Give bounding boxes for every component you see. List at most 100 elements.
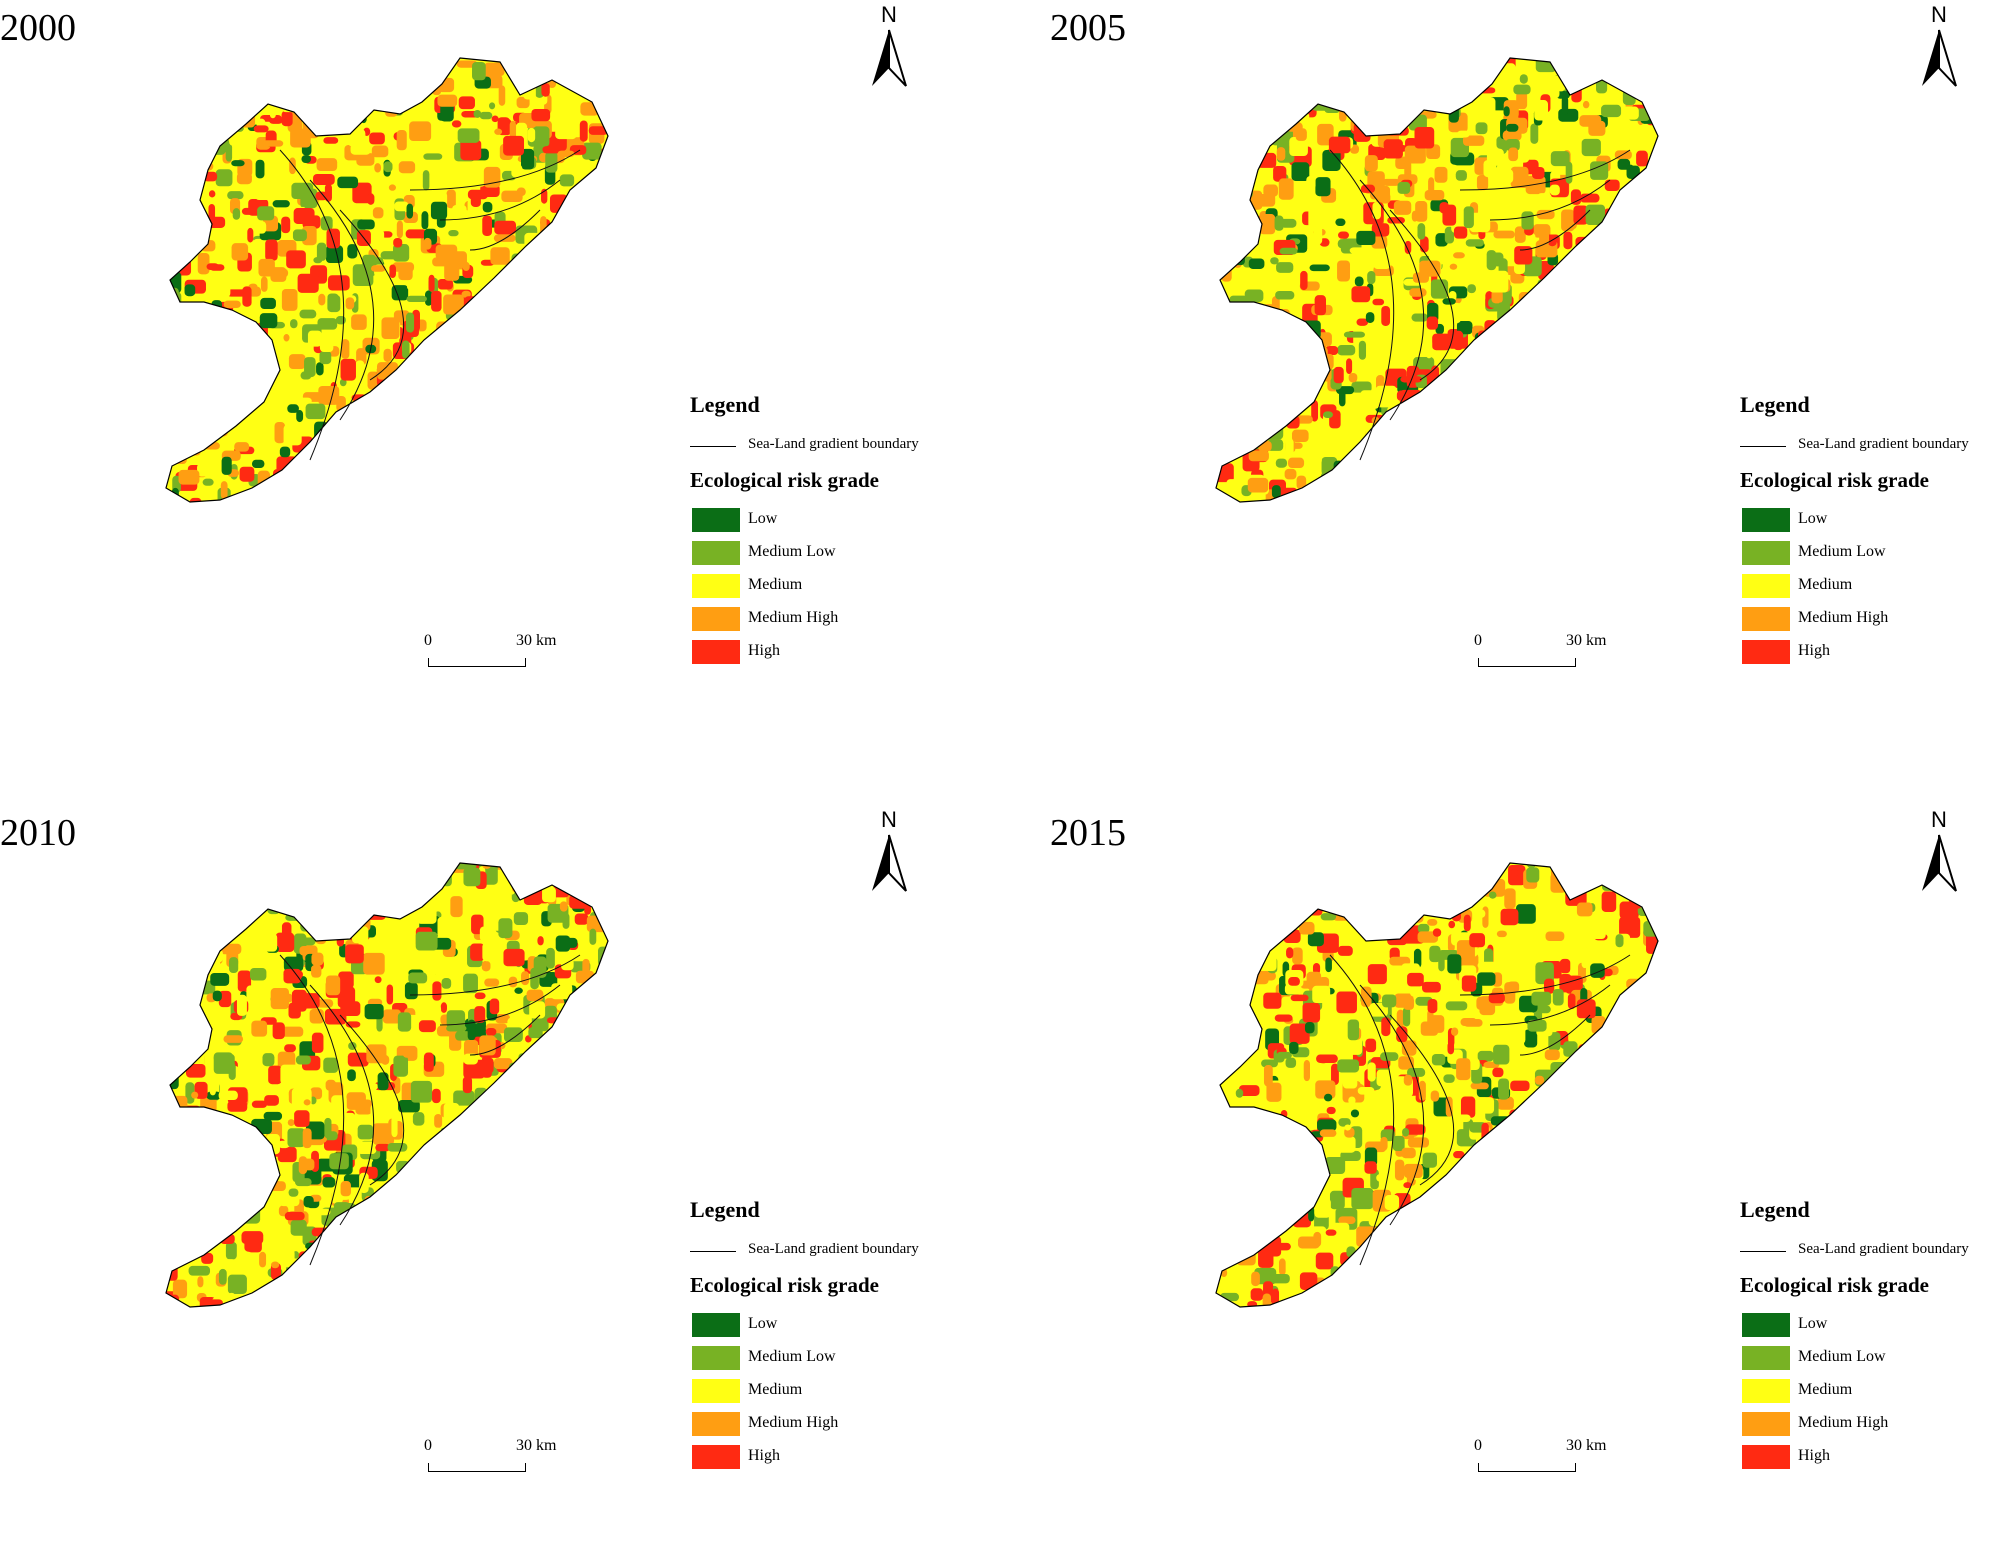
scale-bar: 0 30 km [418,632,558,692]
north-label: N [881,807,897,832]
boundary-line-icon [690,1251,736,1252]
legend-grade-label: High [1798,1447,1830,1464]
legend-swatch [692,640,740,664]
legend: Legend Sea-Land gradient boundary Ecolog… [690,1197,990,1497]
scale-bar: 0 30 km [1468,632,1608,692]
boundary-line-icon [690,446,736,447]
legend-grade-item: Medium Low [1740,541,2000,567]
legend-grade-item: Medium High [1740,607,2000,633]
legend-swatch [692,574,740,598]
legend-grade-label: Medium Low [1798,1348,1886,1365]
north-arrow-icon: N [872,2,907,87]
legend-grade-label: Medium Low [748,1348,836,1365]
legend-grade-title: Ecological risk grade [1740,1273,1929,1297]
legend-swatch [1742,1313,1790,1337]
legend-boundary-label: Sea-Land gradient boundary [748,436,919,452]
legend-grade-label: Medium High [1798,1414,1889,1431]
scale-line [428,658,526,667]
legend-title: Legend [1740,1197,1810,1222]
legend-grade-item: Medium High [1740,1412,2000,1438]
legend-swatch [692,1313,740,1337]
legend-grade-label: High [748,642,780,659]
legend-grade-label: Medium [1798,1381,1853,1398]
scale-line [428,1463,526,1472]
scale-start: 0 [1474,632,1482,649]
legend-swatch [692,1445,740,1469]
legend-grade-item: High [690,640,990,666]
north-arrow-icon: N [872,807,907,892]
legend-swatch [692,1379,740,1403]
panel-year: 2010 [0,812,76,854]
legend-grade-item: Medium [1740,574,2000,600]
panel-year: 2015 [1050,812,1126,854]
legend-swatch [692,607,740,631]
legend-title: Legend [690,392,760,417]
legend-boundary-row: Sea-Land gradient boundary [690,1241,990,1263]
map-panel-2005: 2005 N Legend Sea-Land gradient boundary… [1050,0,2000,742]
north-arrow-icon: N [1922,807,1957,892]
legend-swatch [692,1346,740,1370]
legend-swatch [692,508,740,532]
scale-end: 30 km [1566,1437,1607,1454]
legend-grade-label: Low [1798,510,1828,527]
legend-grade-item: Low [1740,1313,2000,1339]
legend-boundary-label: Sea-Land gradient boundary [1798,1241,1969,1257]
scale-end: 30 km [516,632,557,649]
legend-grade-label: Medium High [748,609,839,626]
legend-grade-item: High [1740,640,2000,666]
scale-bar: 0 30 km [1468,1437,1608,1497]
legend-grade-title: Ecological risk grade [690,1273,879,1297]
legend-boundary-label: Sea-Land gradient boundary [748,1241,919,1257]
legend-grade-label: Medium [748,576,803,593]
scale-start: 0 [424,1437,432,1454]
legend-swatch [1742,541,1790,565]
legend-boundary-label: Sea-Land gradient boundary [1798,436,1969,452]
risk-map [165,862,609,1308]
legend-grade-item: Medium [690,1379,990,1405]
legend-swatch [1742,607,1790,631]
north-label: N [1931,807,1947,832]
north-arrow-icon: N [1922,2,1957,87]
legend-grade-label: High [748,1447,780,1464]
map-panel-2000: 2000 N Legend Sea-Land gradient boundary… [0,0,1000,742]
scale-start: 0 [1474,1437,1482,1454]
north-label: N [1931,2,1947,27]
scale-end: 30 km [1566,632,1607,649]
panel-year: 2000 [0,7,76,49]
legend-grade-item: Low [690,508,990,534]
legend: Legend Sea-Land gradient boundary Ecolog… [1740,392,2000,692]
legend-swatch [1742,574,1790,598]
legend-swatch [1742,1346,1790,1370]
north-label: N [881,2,897,27]
legend-boundary-row: Sea-Land gradient boundary [1740,1241,2000,1263]
legend-grade-item: Medium [1740,1379,2000,1405]
legend-grade-label: Medium Low [748,543,836,560]
legend-grade-label: Low [1798,1315,1828,1332]
legend-grade-item: Medium Low [1740,1346,2000,1372]
scale-end: 30 km [516,1437,557,1454]
legend: Legend Sea-Land gradient boundary Ecolog… [690,392,990,692]
legend-grade-label: Medium [748,1381,803,1398]
scale-bar: 0 30 km [418,1437,558,1497]
legend-swatch [1742,640,1790,664]
legend-swatch [692,1412,740,1436]
legend-grade-item: Medium Low [690,541,990,567]
map-panel-2015: 2015 N Legend Sea-Land gradient boundary… [1050,805,2000,1547]
scale-line [1478,658,1576,667]
legend-title: Legend [1740,392,1810,417]
legend-grade-item: Medium [690,574,990,600]
panel-year: 2005 [1050,7,1126,49]
risk-map [165,57,609,503]
scale-line [1478,1463,1576,1472]
map-panel-2010: 2010 N Legend Sea-Land gradient boundary… [0,805,1000,1547]
legend-grade-label: Medium Low [1798,543,1886,560]
legend-grade-item: Low [1740,508,2000,534]
legend-swatch [1742,1445,1790,1469]
legend-swatch [692,541,740,565]
legend-grade-label: Medium [1798,576,1853,593]
boundary-line-icon [1740,1251,1786,1252]
legend-grade-title: Ecological risk grade [690,468,879,492]
legend-grade-label: Low [748,1315,778,1332]
boundary-line-icon [1740,446,1786,447]
legend-swatch [1742,1412,1790,1436]
